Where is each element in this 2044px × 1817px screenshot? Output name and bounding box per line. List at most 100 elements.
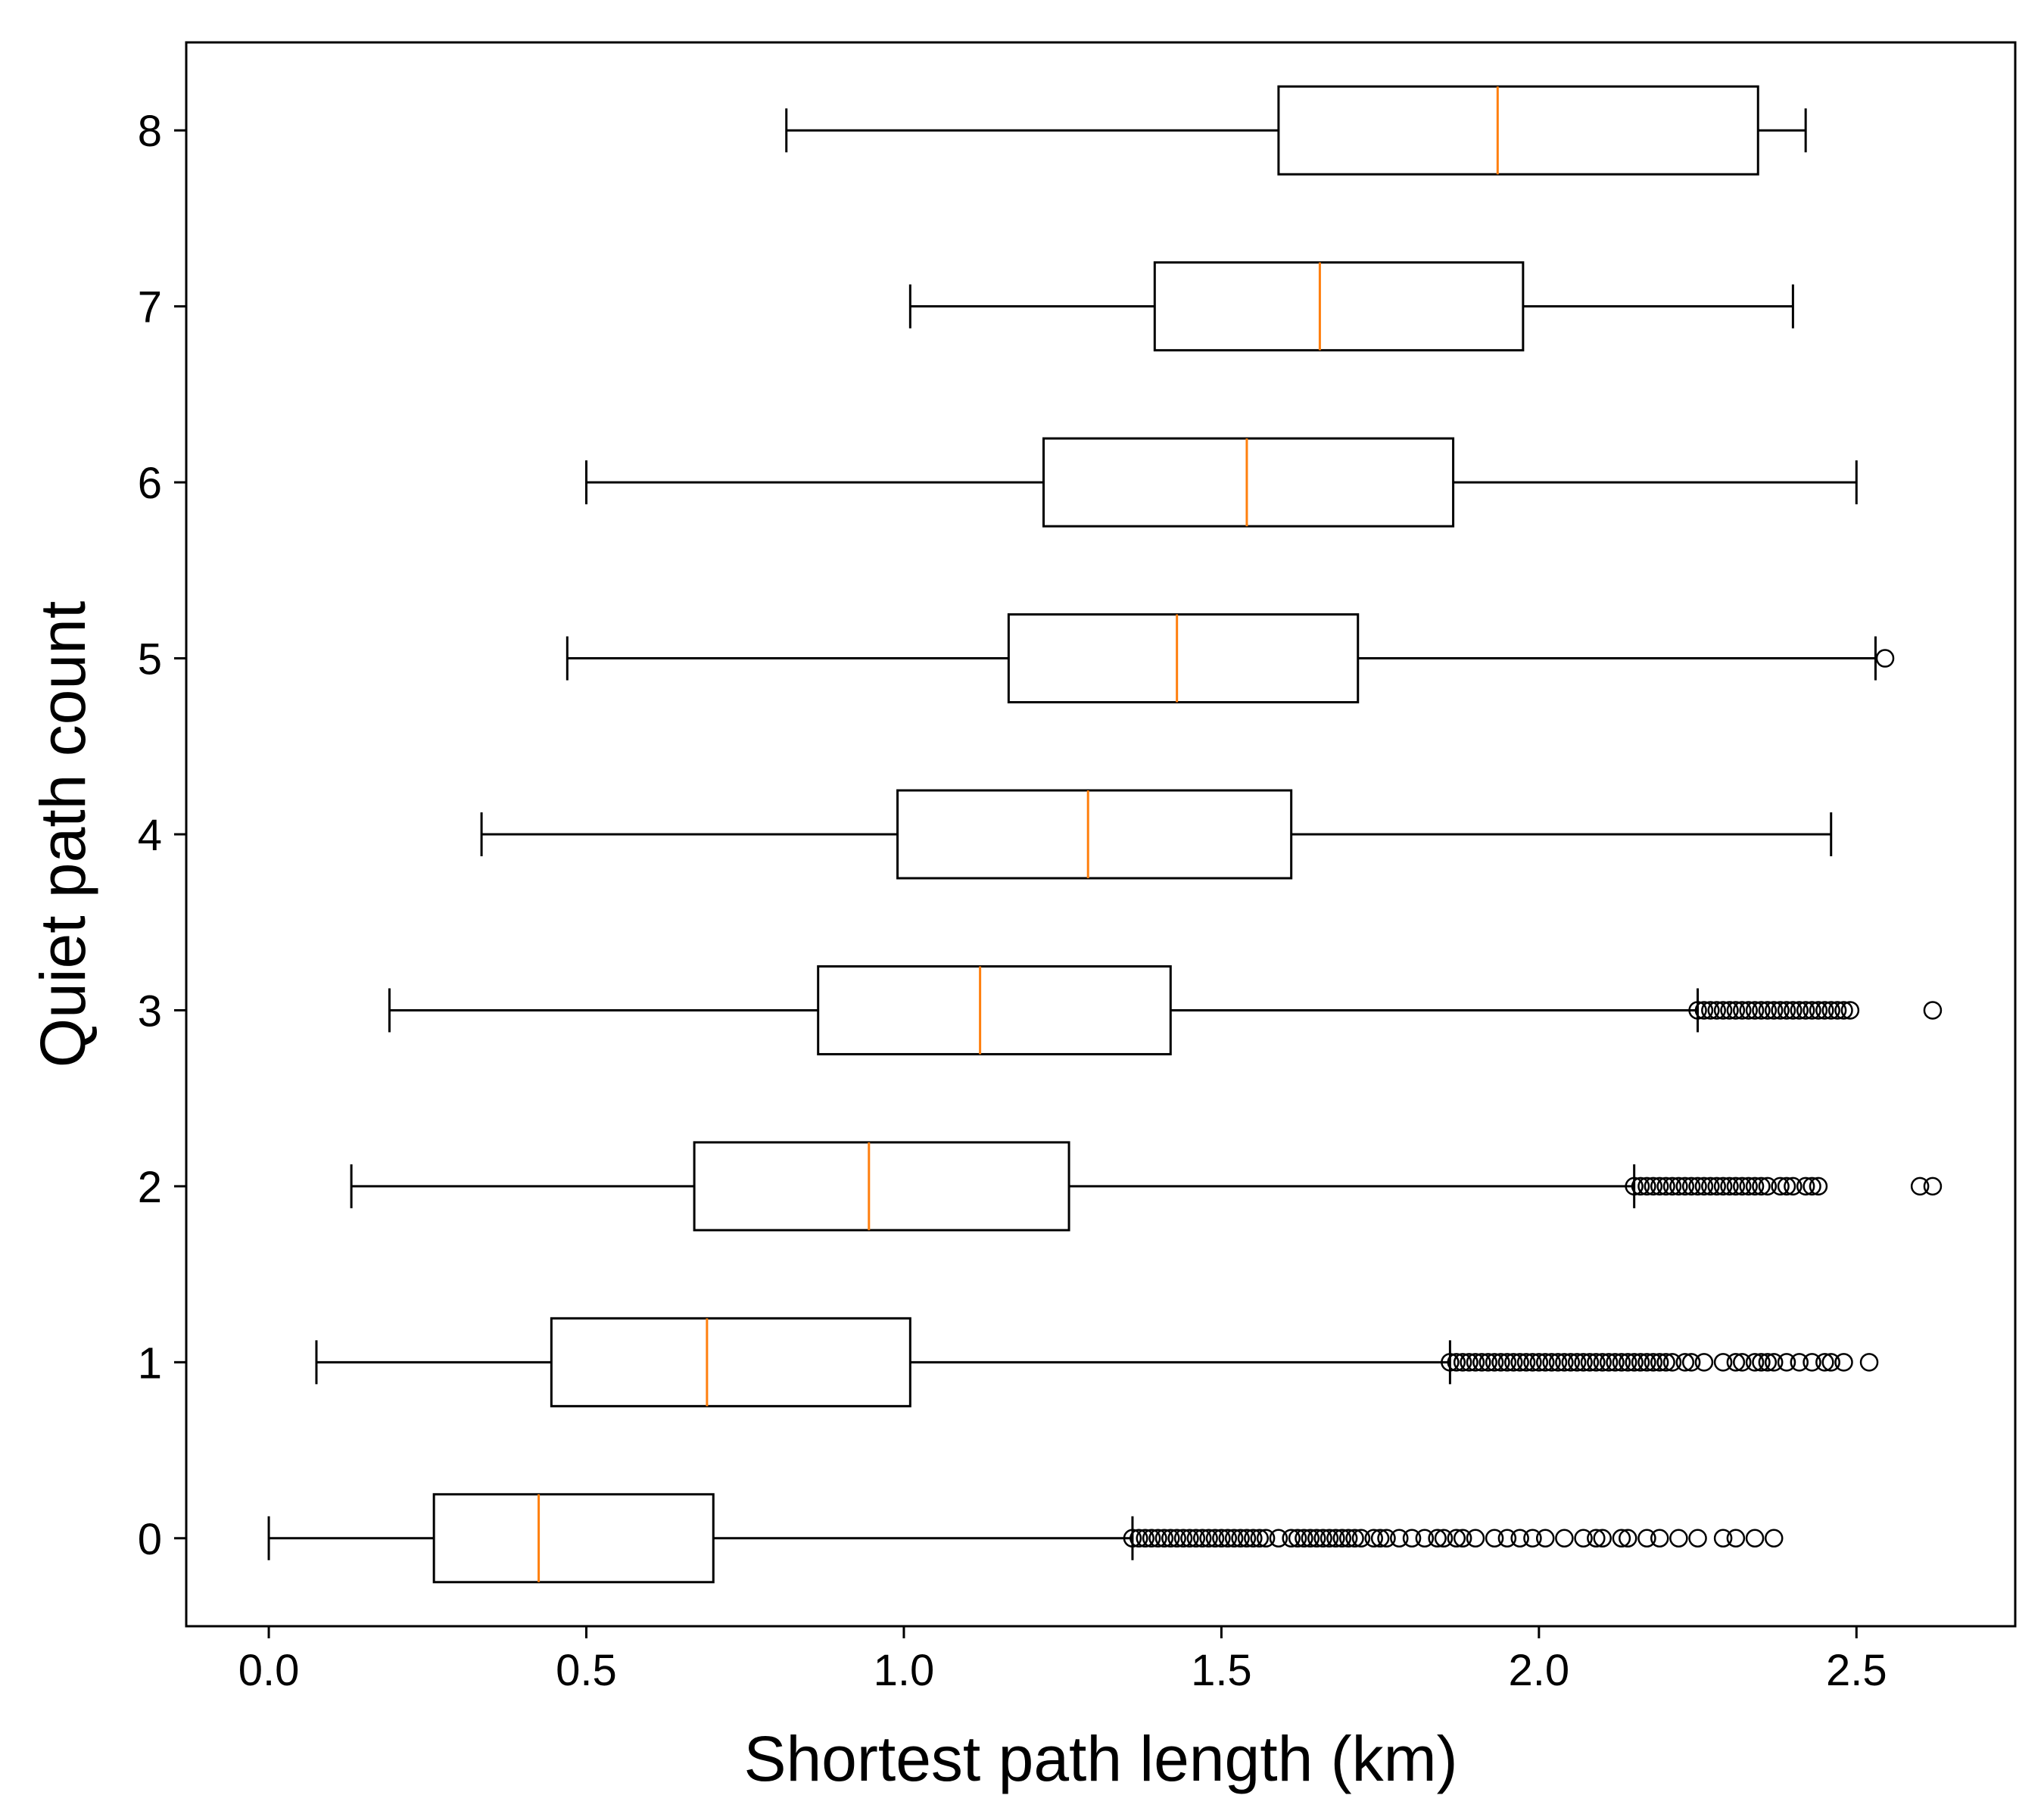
outlier-point xyxy=(1707,1177,1726,1196)
outlier-point xyxy=(1859,1353,1879,1372)
outlier-point xyxy=(1758,1001,1778,1020)
outlier-point xyxy=(1758,1177,1778,1196)
outlier-point xyxy=(1326,1529,1345,1548)
outlier-point xyxy=(1726,1529,1746,1548)
outlier-point xyxy=(1637,1177,1656,1196)
outlier-point xyxy=(1910,1177,1930,1196)
plot-frame xyxy=(185,41,2017,1628)
outlier-point xyxy=(1733,1177,1752,1196)
outlier-point xyxy=(1619,1353,1637,1372)
outlier-point xyxy=(1840,1001,1860,1020)
iqr-box xyxy=(432,1493,715,1584)
outlier-point xyxy=(1142,1529,1161,1548)
outlier-point xyxy=(1644,1353,1663,1372)
outlier-point xyxy=(1834,1353,1853,1372)
outlier-point xyxy=(1803,1177,1821,1196)
outlier-point xyxy=(1136,1529,1154,1548)
outlier-point xyxy=(1466,1353,1485,1372)
outlier-point xyxy=(1345,1529,1364,1548)
outlier-point xyxy=(1351,1529,1371,1548)
outlier-point xyxy=(1707,1001,1726,1020)
outlier-point xyxy=(1745,1177,1765,1196)
outlier-point xyxy=(1745,1529,1765,1548)
box-group-6 xyxy=(585,437,1858,528)
outlier-point xyxy=(1567,1353,1587,1372)
outlier-point xyxy=(1656,1353,1675,1372)
outlier-point xyxy=(1535,1529,1555,1548)
outlier-point xyxy=(1313,1529,1332,1548)
iqr-box xyxy=(1042,437,1455,528)
x-tick-label: 1.5 xyxy=(1191,1646,1252,1695)
outlier-point xyxy=(1535,1353,1555,1372)
outlier-point xyxy=(1129,1529,1148,1548)
outlier-point xyxy=(1485,1529,1504,1548)
outlier-point xyxy=(1288,1529,1307,1548)
outlier-point xyxy=(1777,1353,1796,1372)
iqr-box xyxy=(896,789,1293,880)
plot-area xyxy=(267,85,1943,1584)
outlier-point xyxy=(1516,1353,1536,1372)
box-group-2 xyxy=(350,1141,1943,1232)
outlier-point xyxy=(1771,1001,1790,1020)
outlier-point xyxy=(1167,1529,1186,1548)
y-tick-label: 4 xyxy=(138,811,162,860)
outlier-point xyxy=(1669,1177,1688,1196)
outlier-point xyxy=(1460,1353,1478,1372)
axis-ticks: 0.0 0.5 1.0 1.5 2.0 2.5 0 1 2 3 4 5 6 7 8 xyxy=(138,107,1887,1695)
outlier-point xyxy=(1529,1353,1549,1372)
outlier-point xyxy=(1694,1001,1714,1020)
outlier-point xyxy=(1796,1001,1815,1020)
outlier-point xyxy=(1764,1001,1784,1020)
outlier-point xyxy=(1745,1001,1765,1020)
outlier-point xyxy=(1650,1177,1669,1196)
outlier-point xyxy=(1593,1529,1612,1548)
outlier-point xyxy=(1212,1529,1231,1548)
outlier-point xyxy=(1205,1529,1225,1548)
y-tick-label: 3 xyxy=(138,986,162,1036)
y-tick-label: 5 xyxy=(138,635,162,684)
outlier-point xyxy=(1497,1353,1517,1372)
outlier-point xyxy=(1650,1529,1669,1548)
outlier-point xyxy=(1923,1001,1943,1020)
outlier-point xyxy=(1619,1529,1637,1548)
y-axis-label: Quiet path count xyxy=(27,601,98,1067)
y-tick-label: 2 xyxy=(138,1163,162,1212)
outlier-point xyxy=(1745,1353,1765,1372)
outlier-point xyxy=(1402,1529,1422,1548)
outlier-point xyxy=(1390,1529,1409,1548)
outlier-point xyxy=(1733,1353,1752,1372)
x-tick-label: 0.5 xyxy=(556,1646,617,1695)
outlier-point xyxy=(1720,1001,1739,1020)
y-tick-label: 7 xyxy=(138,283,162,332)
outlier-point xyxy=(1154,1529,1174,1548)
outlier-point xyxy=(1650,1353,1669,1372)
box-group-7 xyxy=(908,261,1794,352)
outlier-point xyxy=(1625,1353,1644,1372)
outlier-point xyxy=(1701,1177,1720,1196)
iqr-box xyxy=(550,1317,911,1407)
outlier-point xyxy=(1256,1529,1276,1548)
outlier-point xyxy=(1739,1177,1758,1196)
outlier-point xyxy=(1688,1177,1707,1196)
outlier-point xyxy=(1599,1353,1619,1372)
outlier-point xyxy=(1631,1177,1650,1196)
box-group-8 xyxy=(785,85,1807,176)
outlier-point xyxy=(1764,1529,1784,1548)
outlier-point xyxy=(1307,1529,1326,1548)
outlier-point xyxy=(1332,1529,1352,1548)
x-tick-label: 1.0 xyxy=(874,1646,935,1695)
iqr-box xyxy=(1007,613,1360,704)
outlier-point xyxy=(1720,1177,1739,1196)
outlier-point xyxy=(1478,1353,1497,1372)
outlier-point xyxy=(1295,1529,1313,1548)
outlier-point xyxy=(1803,1353,1821,1372)
outlier-point xyxy=(1923,1177,1943,1196)
outlier-point xyxy=(1784,1001,1803,1020)
outlier-point xyxy=(1733,1001,1752,1020)
outlier-point xyxy=(1453,1353,1472,1372)
outlier-point xyxy=(1447,1353,1466,1372)
outlier-point xyxy=(1726,1001,1746,1020)
iqr-box xyxy=(693,1141,1070,1232)
outlier-point xyxy=(1777,1001,1796,1020)
outlier-point xyxy=(1644,1177,1663,1196)
